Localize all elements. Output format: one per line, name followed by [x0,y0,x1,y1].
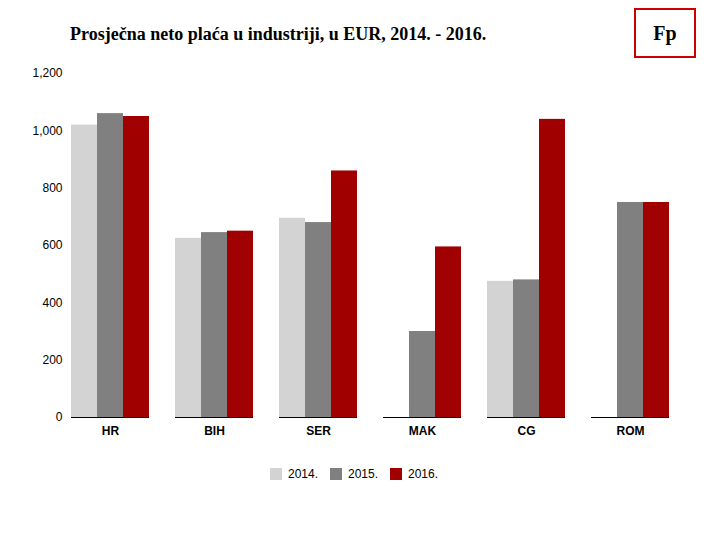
svg-text:800: 800 [42,181,62,195]
svg-text:HR: HR [102,424,120,438]
html-text:Prosječna neto plaća u industr: Prosječna neto plaća u industriji, u EUR… [70,24,487,44]
svg-text:200: 200 [42,353,62,367]
svg-text:1,200: 1,200 [32,66,62,80]
svg-text:ROM: ROM [617,424,645,438]
svg-text:CG: CG [518,424,536,438]
svg-text:SER: SER [306,424,331,438]
html-text:2016.: 2016. [408,466,438,481]
svg-text:400: 400 [42,296,62,310]
html-text:2015.: 2015. [348,466,378,481]
svg-text:BIH: BIH [204,424,225,438]
html-text:2014.: 2014. [288,466,318,481]
svg-text:600: 600 [42,238,62,252]
html-text:Fp: Fp [653,21,677,44]
svg-text:1,000: 1,000 [32,124,62,138]
svg-text:MAK: MAK [409,424,437,438]
svg-text:0: 0 [56,410,63,424]
